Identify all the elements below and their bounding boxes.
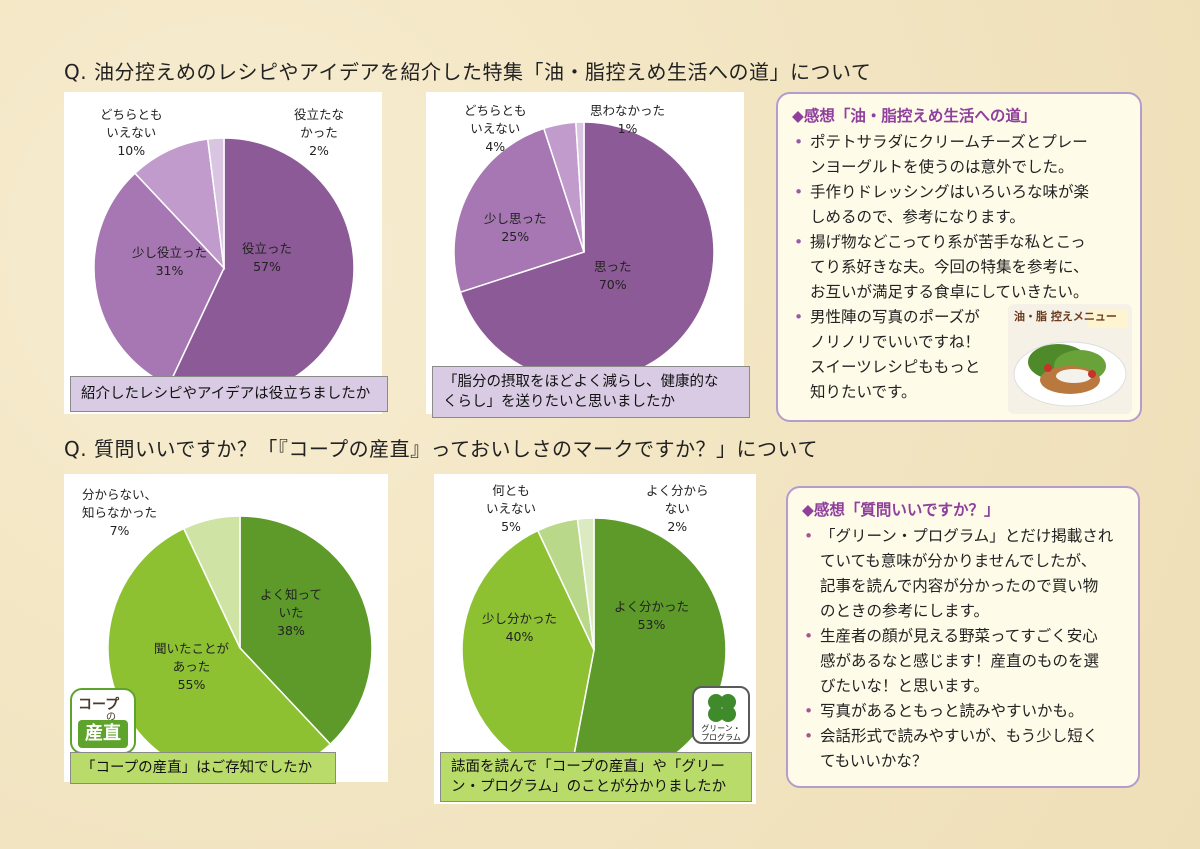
pie1-label-1: 少し役立った 31% [132,245,208,278]
comments-box-1: ◆感想「油・脂控えめ生活への道」 ポテトサラダにクリームチーズとプレーンヨーグル… [776,92,1142,422]
pie3-label-0: よく知って いた 38% [260,587,322,638]
pie4-slice-3 [576,517,595,651]
comment-item: 生産者の顔が見える野菜ってすごく安心感があるなと感じます！産直のものを選びたいな… [802,624,1124,699]
pie4-label-0: よく分かった 53% [614,599,690,632]
pie3-label-1: 聞いたことが あった 55% [154,641,230,692]
pie4-label-2: 何とも いえない 5% [486,483,537,534]
salad-photo: 油・脂 控えメニュー [1008,304,1132,414]
pie1-slice-2 [133,138,226,271]
comment-item: 揚げ物などこってり系が苦手な私とこってり系好きな夫。今回の特集を参考に、お互いが… [792,230,1126,305]
pie1-slice-1 [93,172,225,387]
chart-2-caption: 「脂分の摂取をほどよく減らし、健康的な くらし」を送りたいと思いましたか [432,366,750,418]
pie1-slice-3 [206,137,225,269]
pie2-label-3: 思わなかった 1% [590,103,666,136]
pie3-slice-0 [239,515,373,746]
comments-2-title: ◆感想「質問いいですか？」 [802,501,1000,519]
pie1-label-0: 役立った 57% [242,241,293,274]
comment-item: 写真があるともっと読みやすいかも。 [802,699,1124,724]
pie2-label-0: 思った 70% [594,259,632,292]
chart-panel-2: 思った 70% 少し思った 25% どちらとも いえない 4% 思わなかった 1% [426,92,744,414]
salad-photo-image [1008,304,1132,414]
pie3-slice-2 [182,515,241,649]
pie4-label-1: 少し分かった 40% [482,611,558,644]
photo-title: 油・脂 控えメニュー [1014,310,1117,323]
chart-panel-4: よく分かった 53% 少し分かった 40% 何とも いえない 5% よく分から ない 2% [434,474,756,804]
pie2-label-1: 少し思った 25% [484,211,547,244]
pie1-label-2: どちらとも いえない 10% [100,107,163,158]
pie1-label-3: 役立たな かった 2% [294,107,345,158]
clover-icon [708,694,736,722]
pie4-label-3: よく分から ない 2% [646,483,709,534]
comments-2-list: 「グリーン・プログラム」とだけ掲載されていても意味が分かりませんでしたが、記事を… [802,524,1124,774]
question-1-heading: Q. 油分控えめのレシピやアイデアを紹介した特集「油・脂控えめ生活への道」につい… [64,60,872,84]
pie2-slice-0 [459,121,715,383]
question-2-heading: Q. 質問いいですか？「『コープの産直』っておいしさのマークですか？」について [64,437,818,461]
pie3-label-2: 分からない、 知らなかった 7% [82,487,158,538]
comment-item: 「グリーン・プログラム」とだけ掲載されていても意味が分かりませんでしたが、記事を… [802,524,1124,624]
pie-chart-4 [461,517,727,783]
chart-3-caption: 「コープの産直」はご存知でしたか [70,752,336,784]
pie2-slice-1 [453,127,585,294]
pie-chart-3 [107,515,373,781]
pie-chart-1 [93,137,355,399]
chart-panel-1: 役立った 57% 少し役立った 31% どちらとも いえない 10% 役立たな かった 2% [64,92,382,414]
comments-1-title: ◆感想「油・脂控えめ生活への道」 [792,107,1037,125]
comments-box-2: ◆感想「質問いいですか？」 「グリーン・プログラム」とだけ掲載されていても意味が… [786,486,1140,788]
pie2-slice-3 [575,121,585,253]
pie2-label-2: どちらとも いえない 4% [464,103,527,154]
pie-chart-2 [453,121,715,383]
chart-1-caption: 紹介したレシピやアイデアは役立ちましたか [70,376,388,412]
coop-sanchoku-logo: コープ の 産直 [70,688,136,754]
chart-4-caption: 誌面を読んで「コープの産直」や「グリー ン・プログラム」のことが分かりましたか [440,752,752,802]
green-program-logo: グリーン・ プログラム [692,686,750,744]
